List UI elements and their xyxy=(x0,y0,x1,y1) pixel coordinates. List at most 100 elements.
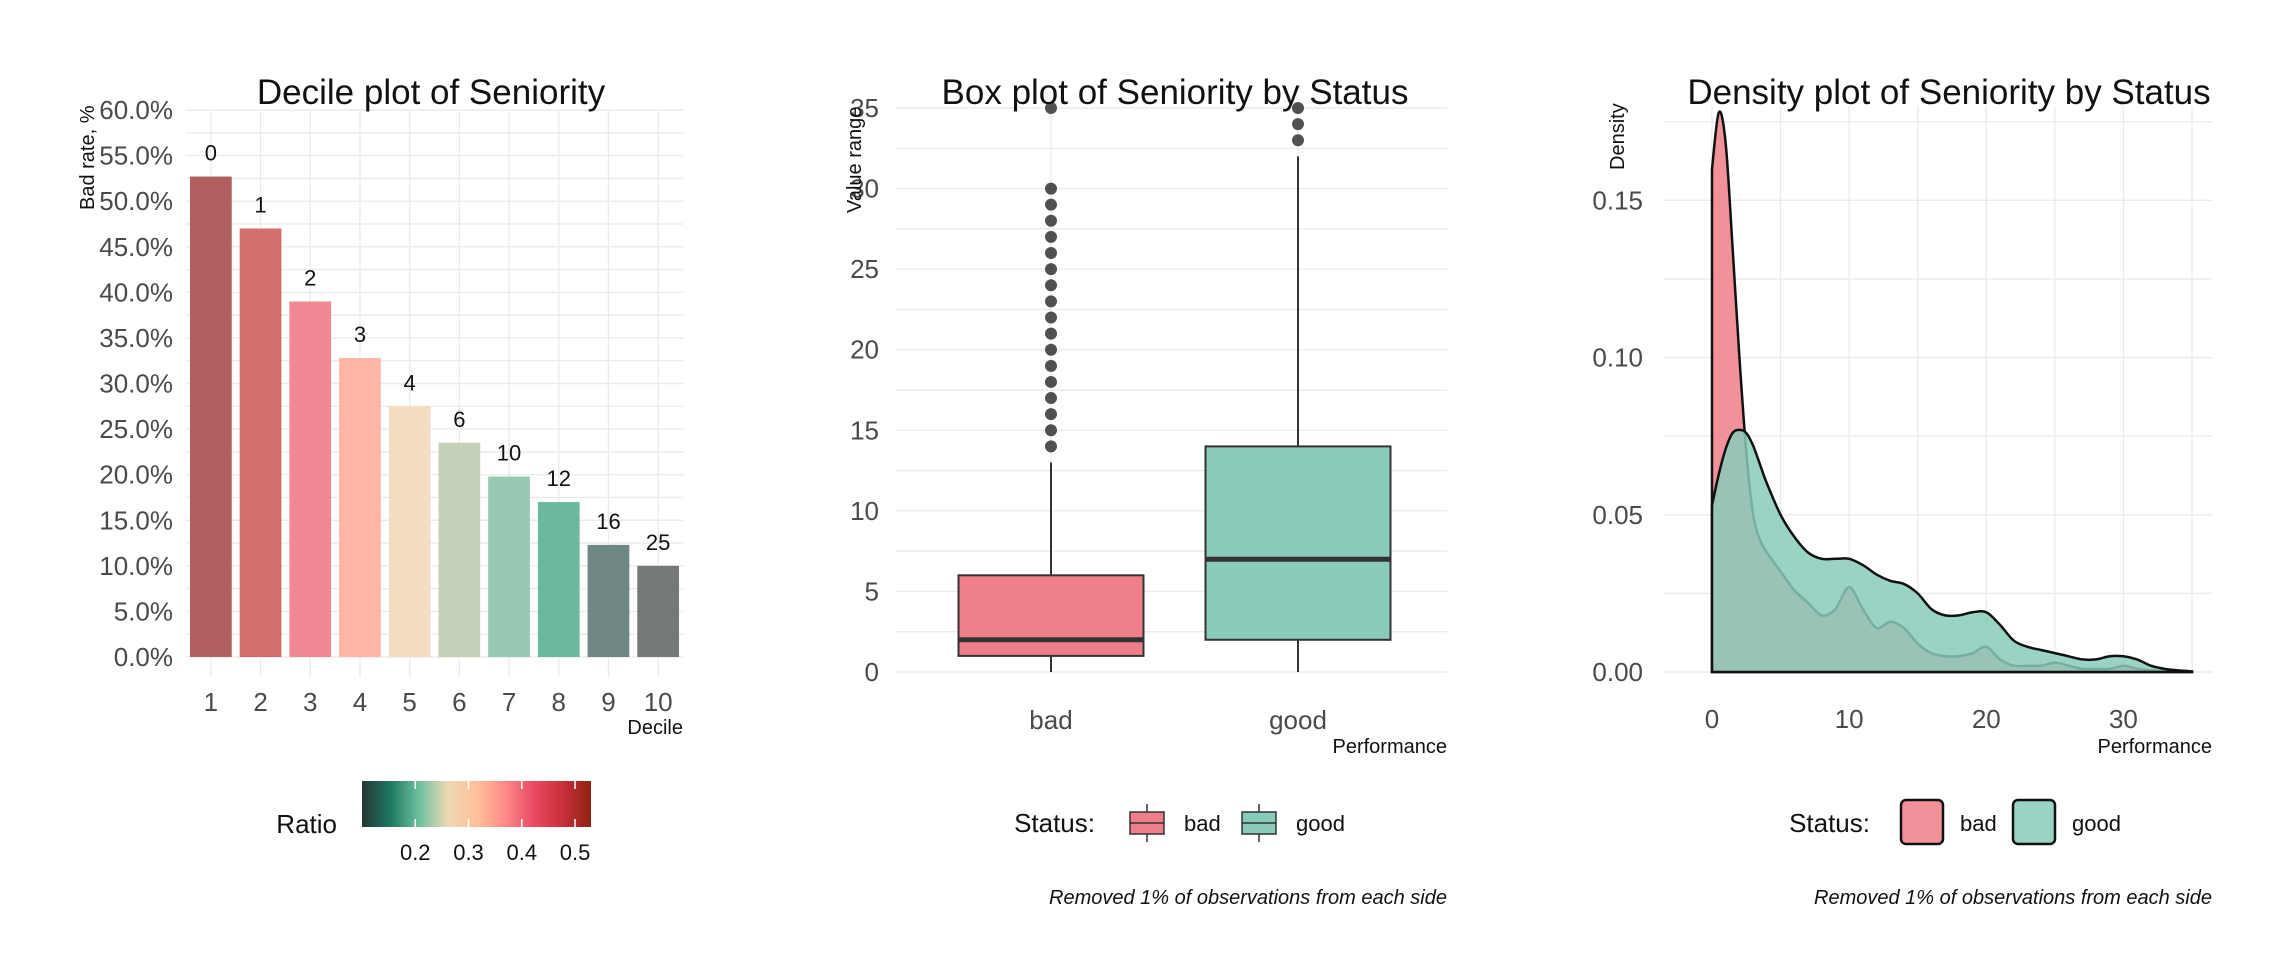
bar xyxy=(388,406,431,657)
ratio-legend-title: Ratio xyxy=(276,809,337,839)
legend-entry-label: good xyxy=(2072,811,2121,836)
density-chart: 0.00 0.05 0.10 0.15 0 10 20 30 Density plot of… xyxy=(1592,73,2212,909)
box-chart-title: Box plot of Seniority by Status xyxy=(942,73,1409,112)
bar xyxy=(239,228,282,657)
y-tick-label: 55.0% xyxy=(99,141,173,171)
outlier-point xyxy=(1045,408,1057,421)
outlier-point xyxy=(1045,182,1057,195)
bar xyxy=(537,502,580,657)
outlier-point xyxy=(1045,263,1057,276)
colorbar-tick-label: 0.2 xyxy=(400,840,431,865)
bar-label: 2 xyxy=(304,265,316,290)
decile-chart-title: Decile plot of Seniority xyxy=(257,73,606,112)
decile-chart-xlabel: Decile xyxy=(627,717,683,739)
y-tick-label: 40.0% xyxy=(99,277,173,307)
status-legend-title: Status: xyxy=(1014,808,1095,838)
outlier-point xyxy=(1045,102,1057,114)
bar-label: 6 xyxy=(453,407,465,432)
bar xyxy=(339,357,381,657)
box-chart-ylabel: Value range xyxy=(844,107,866,213)
outlier-point xyxy=(1292,118,1304,131)
x-tick-label: 1 xyxy=(204,687,218,717)
legend-key-good xyxy=(2011,798,2057,846)
outlier-point xyxy=(1045,375,1057,388)
status-legend-title: Status: xyxy=(1789,808,1870,838)
bar-label: 1 xyxy=(254,193,266,218)
bar-label: 12 xyxy=(547,466,571,491)
outlier-point xyxy=(1045,214,1057,227)
bar-label: 4 xyxy=(404,370,416,395)
status-legend-density: Status: bad good xyxy=(1789,798,2121,846)
outlier-point xyxy=(1045,343,1057,356)
outlier-point xyxy=(1045,247,1057,260)
colorbar-tick-label: 0.4 xyxy=(506,840,537,865)
x-tick-label: 10 xyxy=(1835,704,1864,734)
x-tick-label: 20 xyxy=(1972,704,2001,734)
y-tick-label: 10.0% xyxy=(99,551,173,581)
decile-chart-ylabel: Bad rate, % xyxy=(77,105,99,210)
y-tick-label: 35.0% xyxy=(99,323,173,353)
y-tick-label: 0.00 xyxy=(1592,657,1643,687)
outlier-point xyxy=(1045,440,1057,453)
box-chart: 0 5 10 15 20 25 30 35 bad good Box plot of Senio… xyxy=(844,73,1447,909)
density-chart-ylabel: Density xyxy=(1607,103,1629,170)
bar xyxy=(189,176,232,657)
y-tick-label: 50.0% xyxy=(99,186,173,216)
y-tick-label: 60.0% xyxy=(99,95,173,125)
outlier-point xyxy=(1045,327,1057,340)
box-body xyxy=(957,574,1145,657)
x-tick-label: 4 xyxy=(353,687,367,717)
y-tick-label: 15 xyxy=(850,415,879,445)
colorbar-tick-label: 0.3 xyxy=(453,840,484,865)
y-tick-label: 25.0% xyxy=(99,414,173,444)
x-tick-label: good xyxy=(1269,705,1327,735)
y-tick-label: 15.0% xyxy=(99,505,173,535)
outlier-point xyxy=(1045,311,1057,324)
y-tick-label: 0.05 xyxy=(1592,500,1643,530)
box-good xyxy=(1204,102,1392,672)
x-tick-label: 8 xyxy=(552,687,566,717)
bar-label: 3 xyxy=(354,322,366,347)
box-bad xyxy=(957,102,1145,672)
legend-entry-label: good xyxy=(1296,811,1345,836)
bar xyxy=(289,301,332,657)
y-tick-label: 30 xyxy=(850,174,879,204)
outlier-point xyxy=(1292,102,1304,114)
outlier-point xyxy=(1045,424,1057,437)
y-tick-label: 20.0% xyxy=(99,460,173,490)
bar xyxy=(587,544,630,657)
x-tick-label: 7 xyxy=(502,687,516,717)
outlier-point xyxy=(1045,295,1057,308)
y-tick-label: 0 xyxy=(865,657,879,687)
y-tick-label: 35 xyxy=(850,93,879,123)
x-tick-label: 3 xyxy=(303,687,317,717)
status-legend-box: Status: bad good xyxy=(1014,804,1345,842)
outlier-point xyxy=(1045,392,1057,405)
y-tick-label: 20 xyxy=(850,335,879,365)
density-chart-note: Removed 1% of observations from each sid… xyxy=(1814,887,2212,909)
box-chart-xlabel: Performance xyxy=(1333,736,1448,758)
ratio-legend: Ratio 0.2 0.3 0.4 0.5 xyxy=(276,781,591,865)
outlier-point xyxy=(1292,134,1304,147)
y-tick-label: 5 xyxy=(865,576,879,606)
density-area-good xyxy=(1710,428,2194,674)
y-tick-label: 5.0% xyxy=(114,596,173,626)
x-tick-label: 10 xyxy=(644,687,673,717)
legend-entry-label: bad xyxy=(1960,811,1997,836)
outlier-point xyxy=(1045,359,1057,372)
density-chart-title: Density plot of Seniority by Status xyxy=(1687,73,2210,112)
bar-label: 0 xyxy=(205,141,217,166)
box-body xyxy=(1204,445,1392,641)
box-chart-note: Removed 1% of observations from each sid… xyxy=(1049,887,1447,909)
y-tick-label: 45.0% xyxy=(99,232,173,262)
y-tick-label: 25 xyxy=(850,254,879,284)
bar xyxy=(637,565,680,657)
bar-label: 16 xyxy=(596,509,620,534)
bar xyxy=(488,476,530,657)
y-tick-label: 0.10 xyxy=(1592,343,1643,373)
outlier-point xyxy=(1045,230,1057,243)
bar-label: 25 xyxy=(646,530,670,555)
legend-entry-label: bad xyxy=(1184,811,1221,836)
